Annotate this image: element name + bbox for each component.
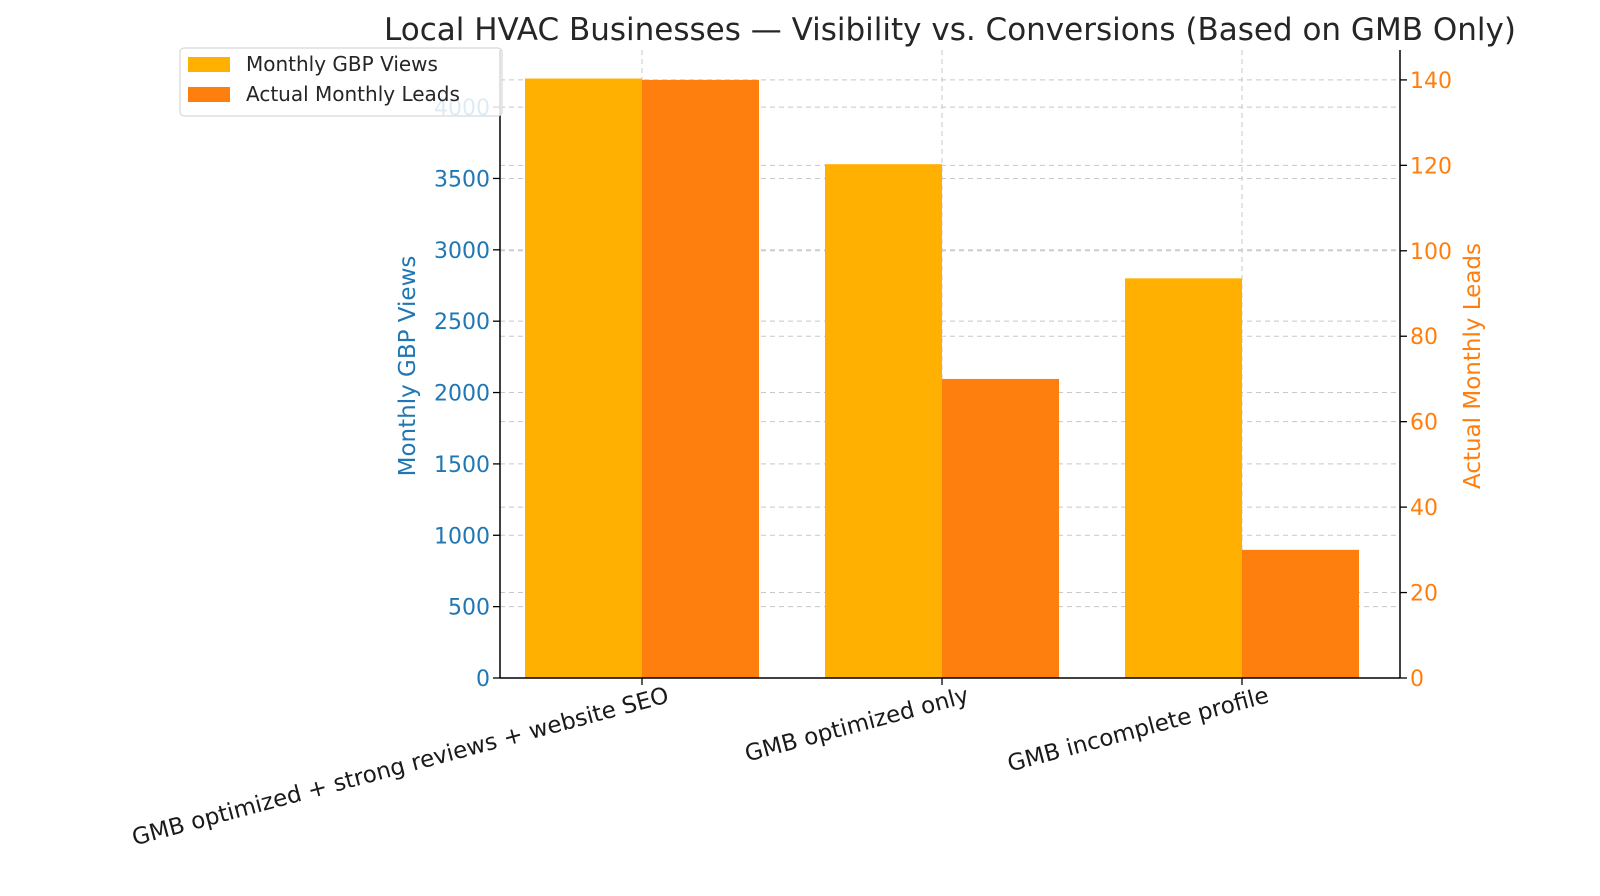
y-left-tick-label: 2500 <box>434 310 490 335</box>
y-left-tick-label: 0 <box>476 667 490 692</box>
y-right-tick-label: 100 <box>1410 240 1452 265</box>
legend-label: Actual Monthly Leads <box>246 82 460 106</box>
y-right-tick-label: 40 <box>1410 496 1438 521</box>
bar-leads <box>1242 549 1359 678</box>
y-axis-right-title: Actual Monthly Leads <box>1460 243 1486 489</box>
bar-leads <box>642 79 759 678</box>
bars-layer <box>525 78 1359 678</box>
y-right-tick-label: 80 <box>1410 325 1438 350</box>
legend-swatch <box>188 57 230 72</box>
legend-swatch <box>188 87 230 102</box>
y-left-tick-label: 1000 <box>434 524 490 549</box>
legend-box <box>179 47 503 117</box>
bar-views <box>1125 278 1242 678</box>
legend-label: Monthly GBP Views <box>246 52 438 76</box>
bar-views <box>525 78 642 678</box>
chart-title: Local HVAC Businesses — Visibility vs. C… <box>384 12 1516 48</box>
y-left-tick-label: 2000 <box>434 382 490 407</box>
y-axis-left-title: Monthly GBP Views <box>395 256 421 477</box>
y-right-tick-label: 20 <box>1410 582 1438 607</box>
y-right-tick-label: 60 <box>1410 411 1438 436</box>
y-right-tick-label: 120 <box>1410 154 1452 179</box>
y-left-tick-label: 3500 <box>434 167 490 192</box>
y-left-tick-label: 3000 <box>434 239 490 264</box>
bar-leads <box>942 378 1059 678</box>
x-category-label: GMB incomplete profile <box>1005 683 1272 778</box>
x-category-label: GMB optimized only <box>742 683 971 768</box>
axes-layer: 0500100015002000250030003500400002040608… <box>129 50 1452 851</box>
y-right-tick-label: 140 <box>1410 69 1452 94</box>
legend: Monthly GBP Views Actual Monthly Leads <box>179 47 503 117</box>
y-right-tick-label: 0 <box>1410 667 1424 692</box>
x-category-label: GMB optimized + strong reviews + website… <box>129 683 671 852</box>
y-left-tick-label: 500 <box>448 596 490 621</box>
y-left-tick-label: 1500 <box>434 453 490 478</box>
bar-views <box>825 164 942 678</box>
